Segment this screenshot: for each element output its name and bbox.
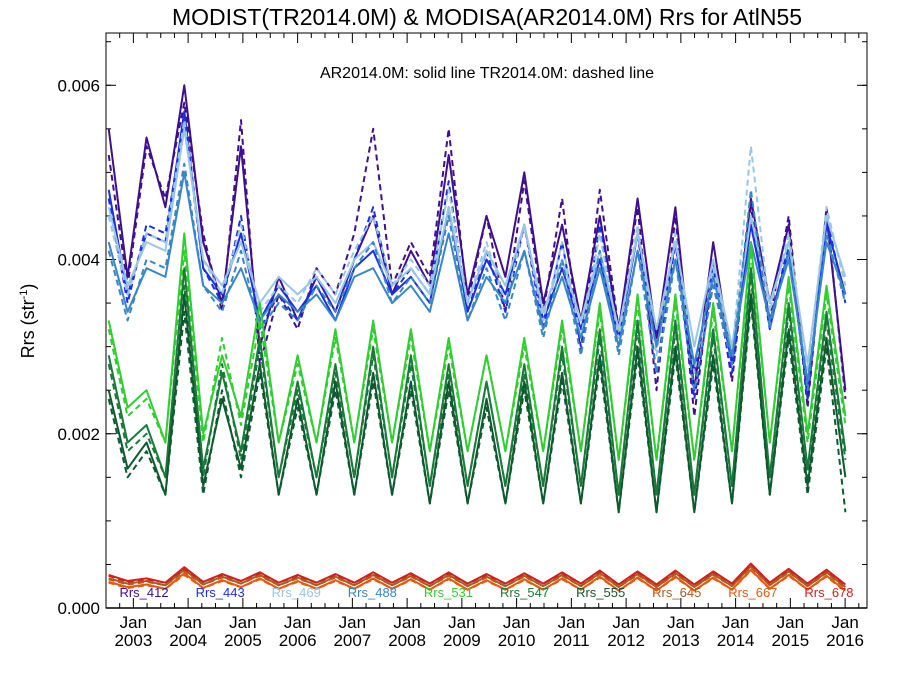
x-tick-label-month: Jan xyxy=(831,613,858,632)
x-tick-label-month: Jan xyxy=(174,613,201,632)
series-line-rrs-488-dashed xyxy=(107,162,847,392)
x-tick-label-year: 2005 xyxy=(224,631,262,650)
legend-entry: Rrs_469 xyxy=(272,585,321,600)
x-tick-label-month: Jan xyxy=(448,613,475,632)
series-line-rrs-667-dashed xyxy=(108,569,847,593)
x-tick-label-year: 2010 xyxy=(498,631,536,650)
legend-entry: Rrs_443 xyxy=(196,585,245,600)
x-tick-label-year: 2014 xyxy=(717,631,755,650)
legend-entry: Rrs_531 xyxy=(424,585,473,600)
y-tick-label: 0.006 xyxy=(57,76,100,95)
series-line-rrs-678-dashed xyxy=(108,563,847,587)
y-tick-label: 0.004 xyxy=(57,251,100,270)
legend-entry: Rrs_555 xyxy=(576,585,625,600)
x-tick-label-month: Jan xyxy=(503,613,530,632)
x-tick-label-month: Jan xyxy=(777,613,804,632)
series-line-rrs-555-dashed xyxy=(107,302,847,514)
legend-entry: Rrs_678 xyxy=(804,585,853,600)
x-tick-label-year: 2012 xyxy=(607,631,645,650)
legend: Rrs_412 Rrs_443 Rrs_469 Rrs_488 Rrs_531 Rrs_5… xyxy=(119,585,853,600)
x-tick-label-month: Jan xyxy=(229,613,256,632)
y-axis-label-main: Rrs (str xyxy=(18,299,38,358)
series-line-rrs-469-solid xyxy=(107,127,847,366)
x-tick-label-year: 2015 xyxy=(771,631,809,650)
chart-title: MODIST(TR2014.0M) & MODISA(AR2014.0M) Rr… xyxy=(172,4,802,30)
series-lines xyxy=(107,84,847,593)
x-tick-label-year: 2008 xyxy=(388,631,426,650)
legend-entry: Rrs_547 xyxy=(500,585,549,600)
y-axis-label-close: ) xyxy=(18,284,38,290)
series-line-rrs-469-dashed xyxy=(107,119,847,374)
x-tick-label-year: 2007 xyxy=(333,631,371,650)
x-tick-label-year: 2006 xyxy=(279,631,317,650)
x-tick-label-year: 2011 xyxy=(553,631,590,650)
y-tick-label: 0.002 xyxy=(57,425,100,444)
series-line-rrs-412-dashed xyxy=(107,101,847,418)
series-line-rrs-488-solid xyxy=(107,171,847,383)
x-tick-label-year: 2009 xyxy=(443,631,481,650)
x-tick-label-month: Jan xyxy=(667,613,694,632)
x-tick-label-month: Jan xyxy=(722,613,749,632)
line-style-note: AR2014.0M: solid line TR2014.0M: dashed … xyxy=(320,65,654,82)
y-tick-label: 0.000 xyxy=(57,599,100,618)
y-axis-label-sup: -1 xyxy=(18,290,30,300)
legend-entry: Rrs_488 xyxy=(348,585,397,600)
x-tick-label-year: 2013 xyxy=(662,631,700,650)
legend-entry: Rrs_645 xyxy=(652,585,701,600)
series-line-rrs-645-dashed xyxy=(108,566,847,589)
x-tick-label-month: Jan xyxy=(558,613,585,632)
legend-entry: Rrs_667 xyxy=(728,585,777,600)
x-tick-label-year: 2004 xyxy=(169,631,207,650)
x-tick-label-year: 2003 xyxy=(114,631,152,650)
x-tick-label-month: Jan xyxy=(612,613,639,632)
x-tick-label-month: Jan xyxy=(393,613,420,632)
x-tick-label-month: Jan xyxy=(284,613,311,632)
x-tick-label-month: Jan xyxy=(339,613,366,632)
legend-entry: Rrs_412 xyxy=(119,585,168,600)
axes-group: 0.0000.0020.0040.006Jan2003Jan2004Jan200… xyxy=(57,33,867,650)
series-line-rrs-547-dashed xyxy=(107,275,847,496)
x-tick-label-month: Jan xyxy=(120,613,147,632)
x-tick-label-year: 2016 xyxy=(826,631,864,650)
y-axis-label: Rrs (str-1) xyxy=(18,284,38,359)
